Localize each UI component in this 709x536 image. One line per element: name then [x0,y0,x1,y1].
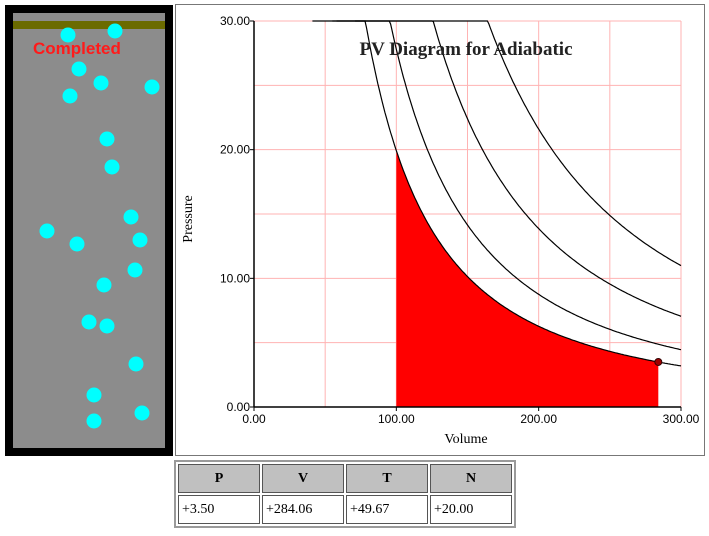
pv-chart: 0.00 100.00 200.00 300.00 0.00 10.00 20.00 30.0… [181,14,700,447]
adiabat-curve [332,20,682,351]
header-pressure: P [178,464,260,493]
gas-molecule [99,318,115,334]
state-table-row: +3.50 +284.06 +49.67 +20.00 [178,495,512,524]
value-volume: +284.06 [262,495,344,524]
piston[interactable] [13,21,165,29]
status-label: Completed [33,39,121,58]
gas-container: Completed [5,5,173,456]
gas-molecule [81,314,97,330]
chart-title: PV Diagram for Adiabatic [359,39,572,60]
y-tick-label: 10.00 [220,271,250,285]
y-tick-label: 0.00 [227,400,251,414]
gas-molecule [99,131,115,147]
gas-molecule [93,75,109,91]
adiabat-curve [355,20,682,267]
work-area [396,149,659,407]
gas-molecule [86,413,102,429]
gas-molecule [39,223,55,239]
y-tick-label: 30.00 [220,14,250,28]
gas-molecule [127,262,143,278]
value-count: +20.00 [430,495,512,524]
gas-molecule [62,88,78,104]
gas-molecule [96,277,112,293]
gas-molecule [144,79,160,95]
value-pressure: +3.50 [178,495,260,524]
gas-molecule [104,159,120,175]
pv-plot-panel: 0.00 100.00 200.00 300.00 0.00 10.00 20.00 30.0… [175,4,705,456]
state-table-header-row: P V T N [178,464,512,493]
adiabat-curve [312,20,682,367]
x-tick-label: 300.00 [663,412,700,426]
header-volume: V [262,464,344,493]
gas-chamber: Completed [13,13,165,448]
x-tick-label: 100.00 [378,412,415,426]
state-table: P V T N +3.50 +284.06 +49.67 +20.00 [174,460,516,528]
header-temperature: T [346,464,428,493]
x-tick-label: 0.00 [242,412,266,426]
gas-molecule [132,232,148,248]
gas-molecule [128,356,144,372]
gas-molecule [107,23,123,39]
gas-molecule [134,405,150,421]
x-axis-title: Volume [444,432,487,447]
y-tick-label: 20.00 [220,143,250,157]
gas-molecule [69,236,85,252]
gas-molecule [123,209,139,225]
y-axis-title: Pressure [181,195,196,242]
current-state-point [654,357,663,366]
gas-molecule [86,387,102,403]
header-count: N [430,464,512,493]
value-temperature: +49.67 [346,495,428,524]
x-tick-label: 200.00 [520,412,557,426]
gas-molecule [60,27,76,43]
gas-molecule [71,61,87,77]
